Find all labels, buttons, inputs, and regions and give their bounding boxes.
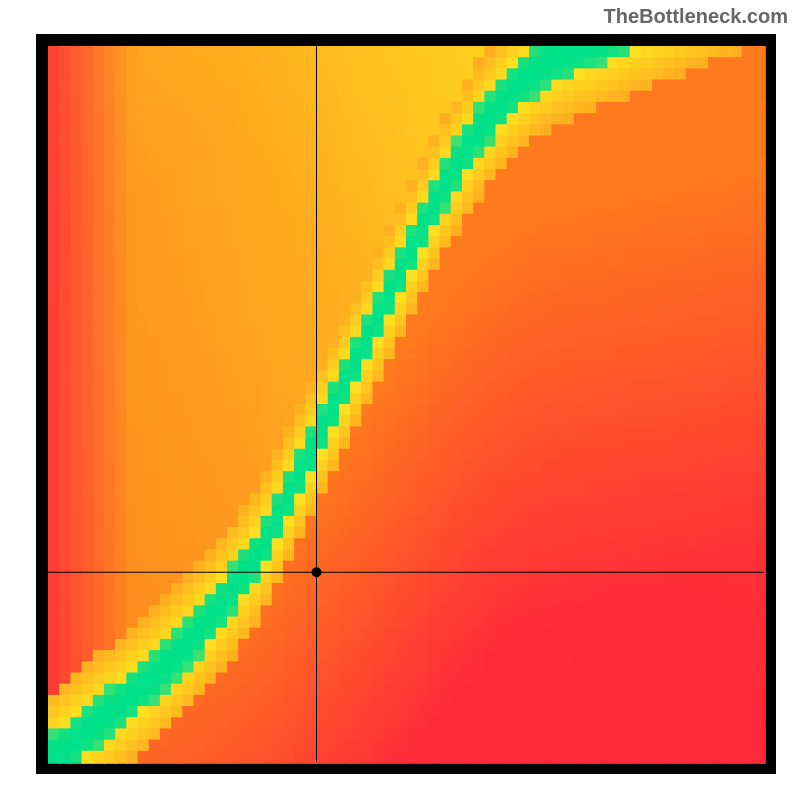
heatmap-canvas (36, 34, 776, 774)
chart-frame (36, 34, 776, 774)
watermark-text: TheBottleneck.com (604, 6, 788, 29)
chart-container: TheBottleneck.com (0, 0, 800, 800)
